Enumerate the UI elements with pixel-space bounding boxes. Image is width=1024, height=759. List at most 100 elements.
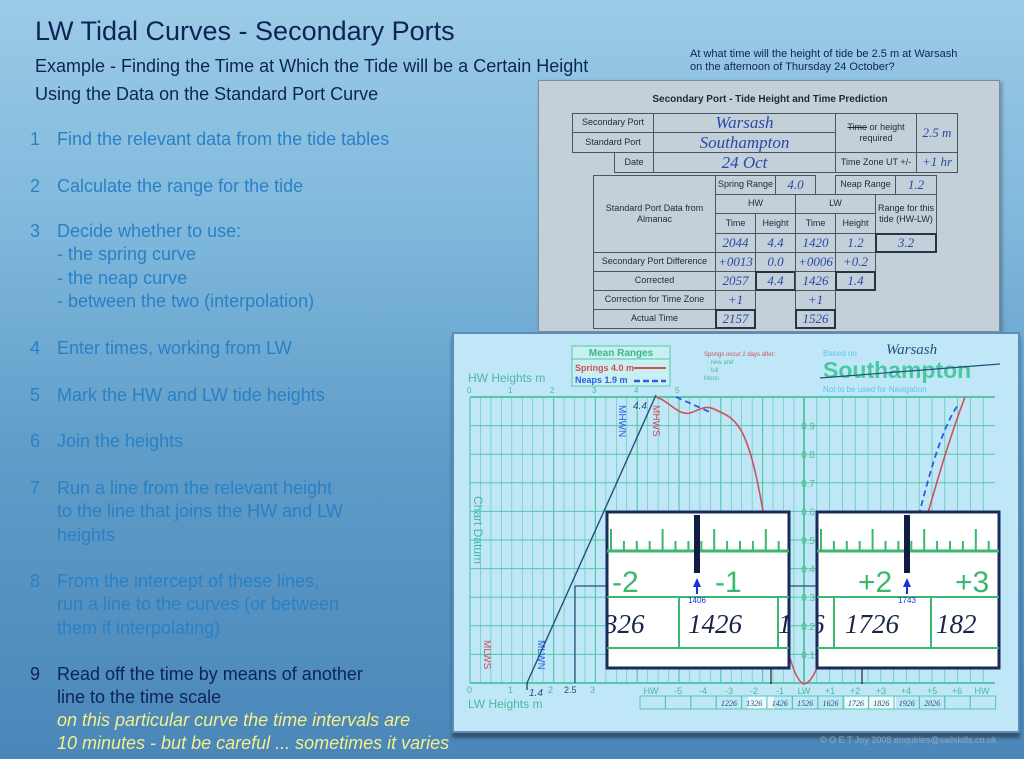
step-number: 5	[30, 385, 41, 405]
required-label-text: or height required	[859, 121, 905, 143]
springs-note: - full	[707, 368, 718, 374]
time-tick: -1	[776, 686, 784, 696]
marker-time: 1406	[688, 596, 706, 605]
time-value: 1726	[848, 699, 864, 708]
inset-cell-value: 6	[811, 609, 825, 639]
mhwn-label: MHWN	[616, 405, 627, 437]
step-3-line-3: - the neap curve	[57, 267, 188, 288]
springs-note: - new and	[707, 360, 733, 366]
ratio-label: 0.7	[801, 479, 815, 490]
time-value: 1926	[899, 699, 915, 708]
step-number: 6	[30, 431, 41, 451]
ratio-label: 0.4	[801, 565, 815, 576]
mlwn-label: MLWN	[535, 640, 546, 670]
marker-time: 1743	[898, 596, 916, 605]
step-8-line-2: run a line to the curves (or between	[57, 594, 340, 615]
note-line-1: on this particular curve the time interv…	[57, 710, 411, 730]
time-marker	[694, 515, 700, 573]
hw-mark: 4.4	[633, 401, 647, 412]
strike-line	[819, 363, 1001, 379]
time-tick: LW	[798, 686, 811, 696]
step-text: Enter times, working from LW	[57, 338, 292, 358]
step-text: Find the relevant data from the tide tab…	[57, 129, 390, 149]
actual-hw-time: 2157	[715, 309, 756, 329]
highlight	[845, 696, 896, 709]
time-tick: +3	[876, 686, 886, 696]
hw-tick: 2	[550, 386, 555, 395]
inset-time-label: -1	[715, 566, 742, 599]
copyright: © O E T Joy 2008 enquiries@sailskills.co…	[820, 735, 997, 745]
hw-tick: 1	[508, 386, 513, 395]
time-tick: +6	[952, 686, 962, 696]
neaps-curve	[675, 396, 959, 536]
inset-cell-value: 1726	[845, 609, 900, 639]
time-value: 1526	[797, 699, 813, 708]
ratio-label: 0.3	[801, 593, 815, 604]
step-number: 8	[30, 571, 41, 591]
ratio-label: 0.2	[801, 622, 815, 633]
lw-tick: 2	[548, 685, 553, 695]
ratio-label: 0.6	[801, 507, 815, 518]
hw-tick: 4	[634, 386, 639, 395]
question-line-2: on the afternoon of Thursday 24 October?	[690, 61, 895, 73]
inset-cell-value: 326	[603, 609, 645, 639]
form-title: Secondary Port - Tide Height and Time Pr…	[652, 94, 888, 105]
inset-content: -2 -1 1406 326 1426 1	[603, 515, 789, 649]
ratio-label: 0.5	[801, 536, 815, 547]
step-text: Decide whether to use:	[57, 221, 242, 241]
arrow-up-icon	[693, 578, 701, 594]
step-number: 2	[30, 176, 41, 196]
step-text: Calculate the range for the tide	[57, 176, 304, 196]
time-tick: +1	[825, 686, 835, 696]
ratio-label: 0.9	[801, 422, 815, 433]
step-7: 7 Run a line from the relevant height	[30, 478, 332, 499]
time-tick: HW	[975, 686, 990, 696]
time-cell	[664, 695, 692, 710]
legend-springs: Springs 4.0 m	[575, 363, 634, 373]
step-1: 1 Find the relevant data from the tide ta…	[30, 129, 389, 150]
step-text: From the intercept of these lines,	[57, 571, 320, 591]
step-5: 5 Mark the HW and LW tide heights	[30, 385, 325, 406]
lw-mark: 1.4	[529, 688, 543, 699]
step-8: 8 From the intercept of these lines,	[30, 571, 319, 592]
time-tick: +5	[927, 686, 937, 696]
corrected-lw-height: 1.4	[835, 271, 876, 291]
time-tick: +2	[850, 686, 860, 696]
arrow-up-icon	[903, 578, 911, 594]
step-9-line-2: line to the time scale	[57, 687, 222, 708]
tide-prediction-form: Secondary Port - Tide Height and Time Pr…	[538, 80, 1000, 332]
step-text: Join the heights	[57, 431, 184, 451]
mhws-label: MHWS	[650, 405, 661, 437]
time-cell	[944, 695, 971, 710]
time-cell	[690, 695, 717, 710]
step-text: Read off the time by means of another	[57, 664, 363, 684]
hw-tick: 5	[675, 386, 680, 395]
mlws-label: MLWS	[481, 640, 492, 670]
note-line-2: 10 minutes - but be careful ... sometime…	[57, 733, 450, 753]
time-cell	[969, 695, 997, 710]
based-on-label: Based on	[823, 349, 857, 358]
zoom-inset: -2 -1 1406 326 1426 1	[603, 510, 791, 670]
step-7-line-3: heights	[57, 524, 116, 545]
navigation-warning: Not to be used for Navigation	[823, 385, 927, 394]
inset-cell-value: 1426	[688, 609, 743, 639]
hw-axis-label: HW Heights m	[468, 371, 545, 385]
tz-value: +1 hr	[916, 152, 958, 173]
step-text: Run a line from the relevant height	[57, 478, 333, 498]
step-8-line-3: them if interpolating)	[57, 617, 221, 638]
time-value: 1626	[823, 699, 839, 708]
ratio-label: 0.1	[801, 650, 815, 661]
range-value: 3.2	[875, 233, 937, 253]
time-value: 1426	[772, 699, 788, 708]
time-tick: -3	[725, 686, 733, 696]
step-2: 2 Calculate the range for the tide	[30, 176, 303, 197]
lw-tick: 0	[467, 685, 472, 695]
step-number: 7	[30, 478, 41, 498]
port-handwritten: Warsash	[886, 342, 937, 358]
slide-title: LW Tidal Curves - Secondary Ports	[35, 16, 455, 46]
step-3-line-2: - the spring curve	[57, 244, 197, 265]
actual-lw-time: 1526	[795, 309, 836, 329]
time-tick: -4	[699, 686, 707, 696]
time-marker	[904, 515, 910, 573]
